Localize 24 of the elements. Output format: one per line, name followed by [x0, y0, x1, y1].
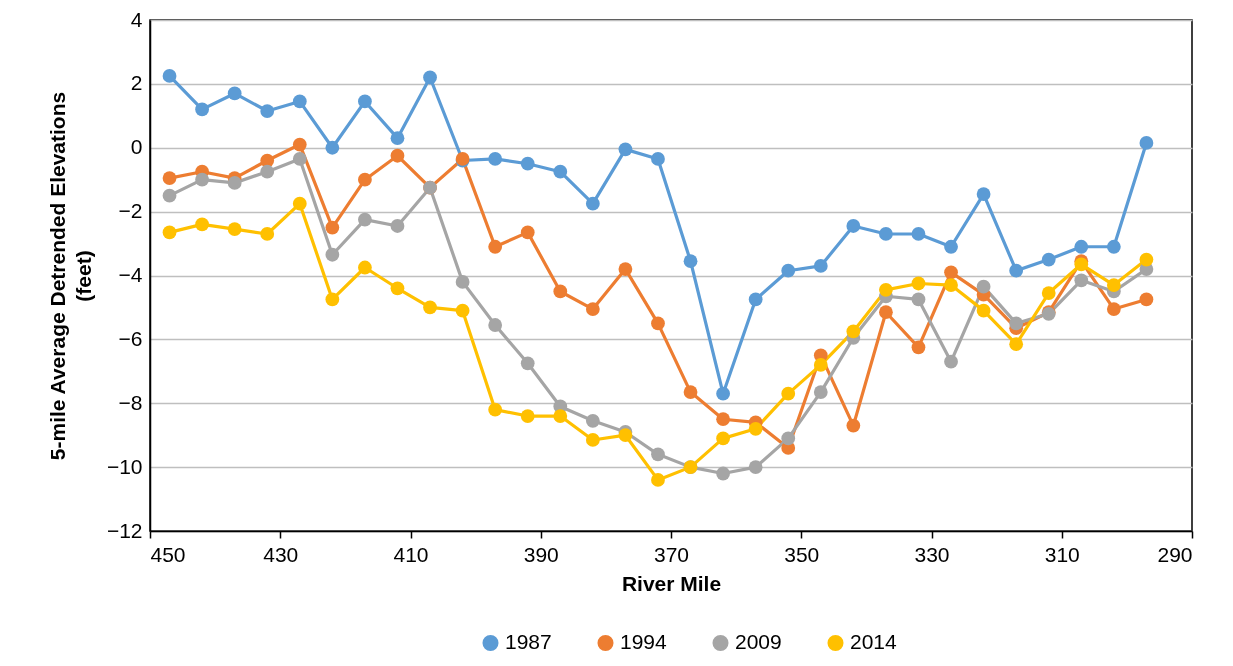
y-tick-label: −10 — [106, 454, 143, 478]
x-tick-label: 410 — [393, 542, 429, 566]
x-tick-label: 390 — [523, 542, 559, 566]
y-tick-label: −2 — [118, 199, 143, 223]
x-tick-label: 430 — [263, 542, 299, 566]
x-tick-label: 370 — [653, 542, 690, 566]
y-axis-title: 5-mile Average Detrended Elevations (feet) — [45, 91, 95, 461]
x-tick-label: 330 — [914, 542, 950, 566]
y-tick-label: 4 — [130, 7, 143, 31]
legend-label: 2014 — [850, 629, 898, 653]
x-tick-label: 450 — [150, 542, 186, 566]
x-tick-label: 350 — [784, 542, 820, 566]
legend-label: 1994 — [620, 629, 668, 653]
y-tick-label: 0 — [130, 135, 143, 159]
y-tick-label: 2 — [130, 71, 143, 95]
y-tick-label: −6 — [118, 326, 143, 350]
y-tick-label: −8 — [118, 390, 143, 414]
x-axis-title: River Mile — [621, 571, 722, 595]
x-tick-label: 290 — [1157, 542, 1193, 566]
legend-label: 2009 — [735, 629, 782, 653]
y-tick-label: −12 — [106, 518, 143, 542]
x-tick-label: 310 — [1044, 542, 1080, 566]
y-tick-label: −4 — [118, 263, 143, 286]
legend-label: 1987 — [505, 629, 552, 653]
